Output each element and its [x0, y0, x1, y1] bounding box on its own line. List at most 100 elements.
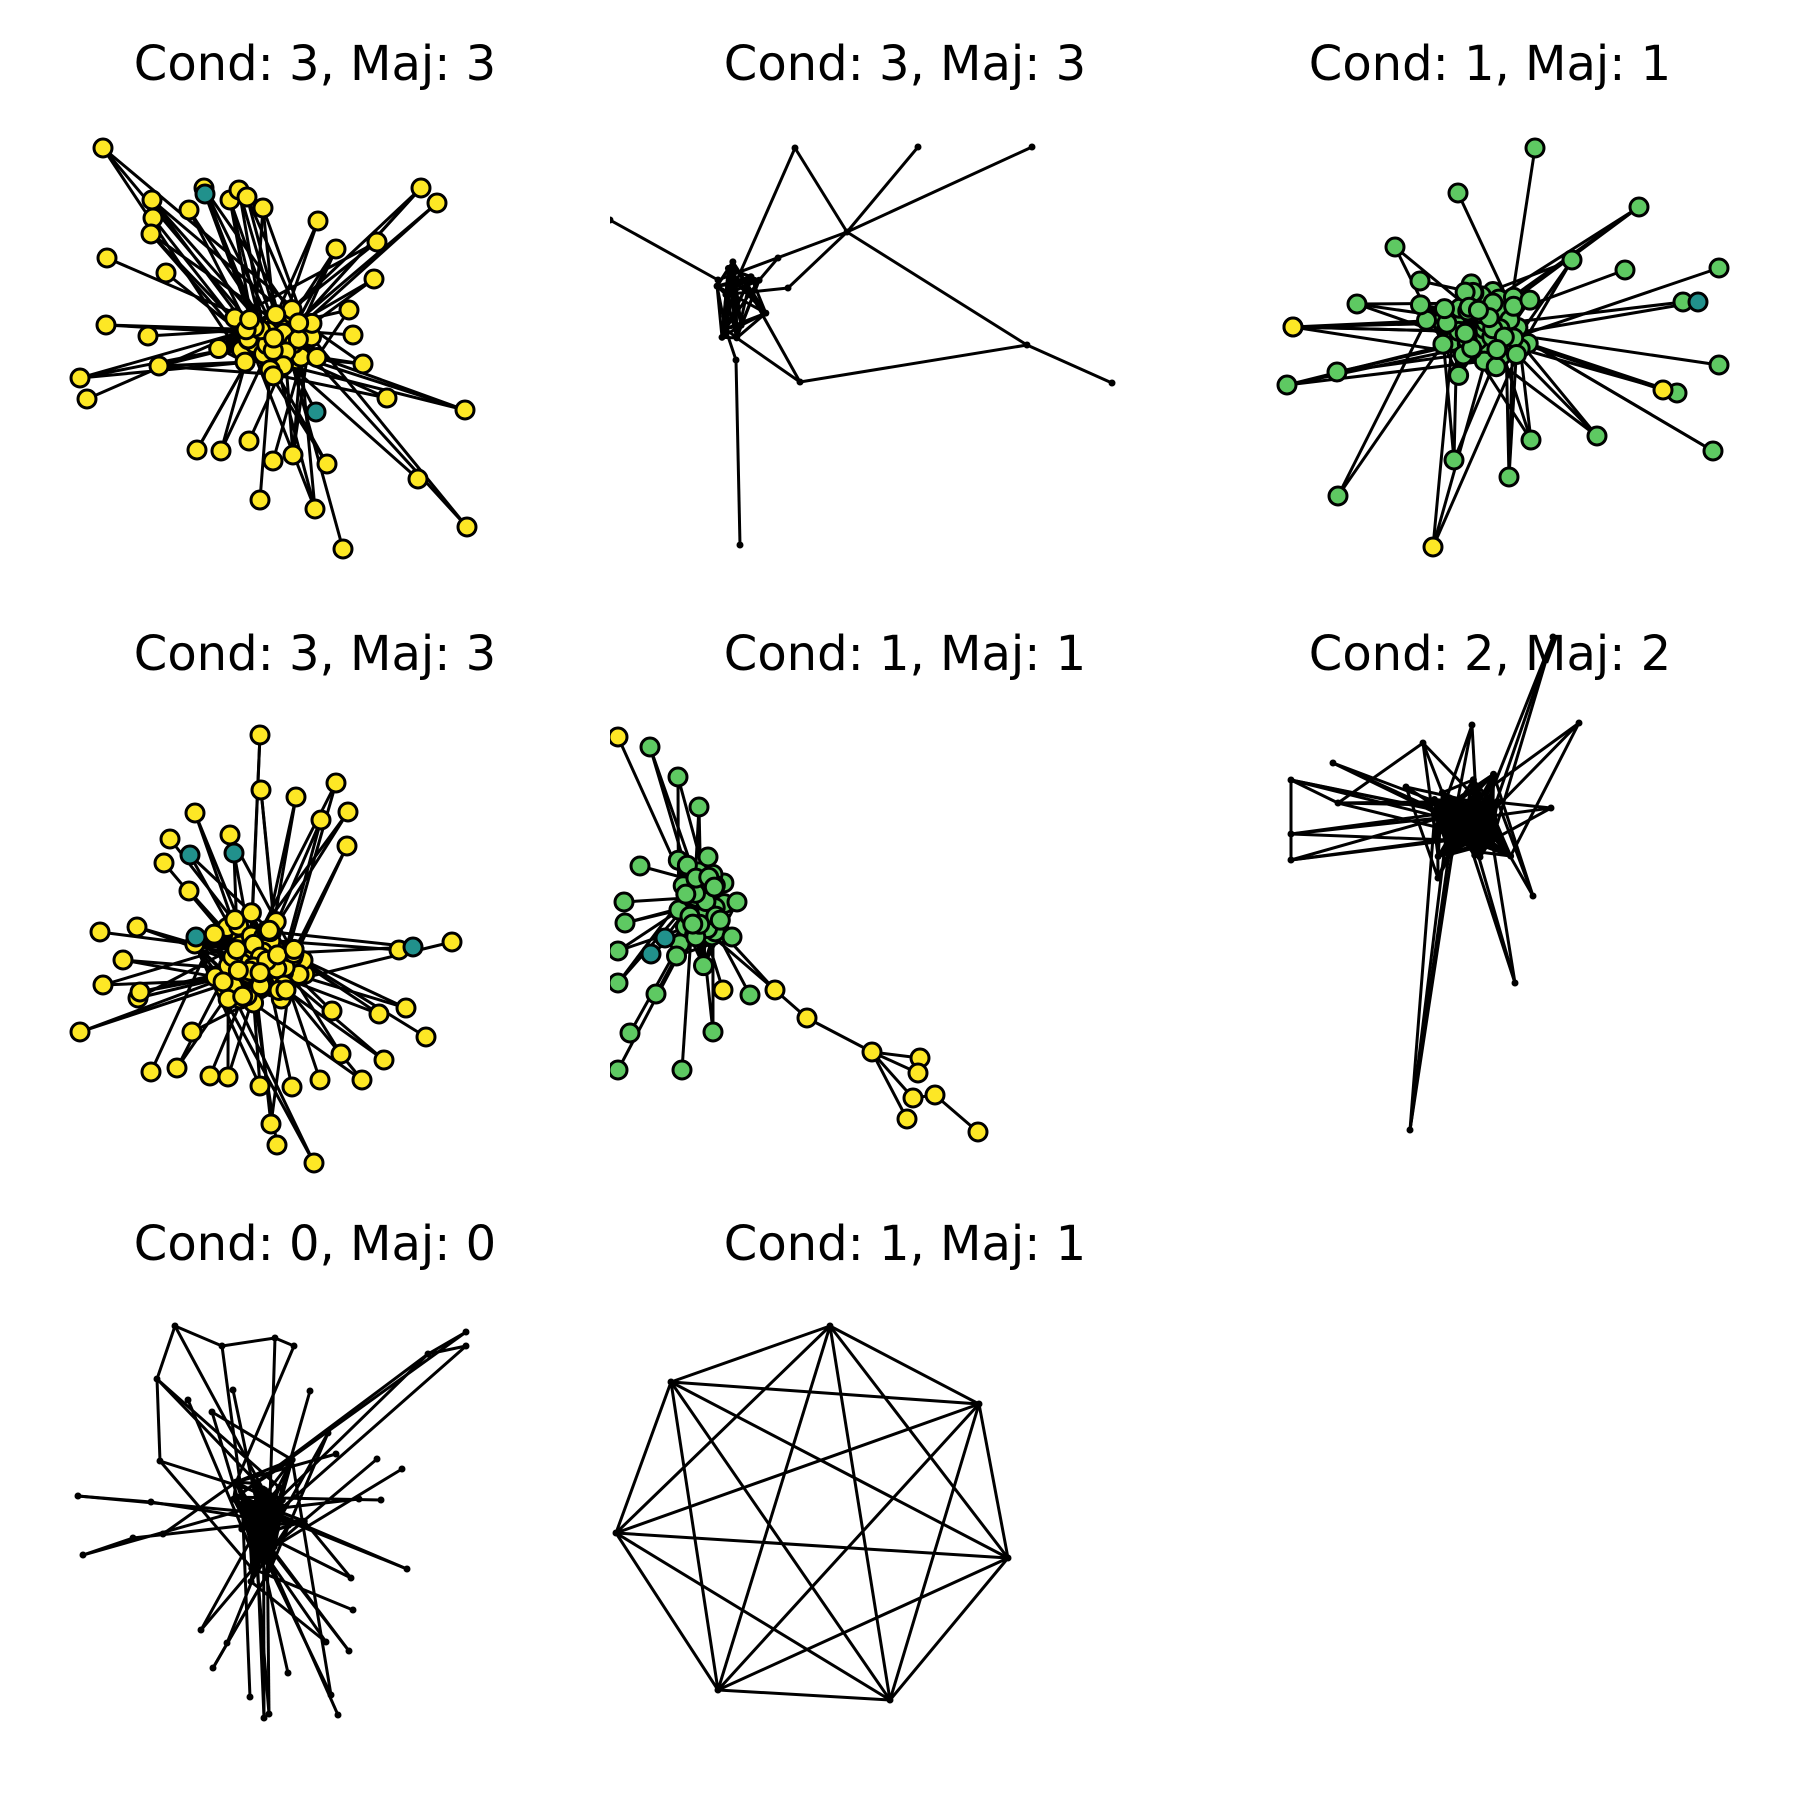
node [281, 1076, 303, 1098]
node [1028, 143, 1036, 151]
node [639, 736, 661, 758]
node [184, 802, 206, 824]
node [415, 1026, 437, 1048]
node [278, 1503, 286, 1511]
node [285, 786, 307, 808]
node [1434, 874, 1442, 882]
node [227, 959, 249, 981]
node [69, 367, 91, 389]
node [1433, 814, 1441, 822]
edge [1290, 832, 1470, 843]
panel-title: Cond: 3, Maj: 3 [133, 626, 497, 682]
panel-title: Cond: 1, Maj: 1 [723, 1216, 1087, 1272]
node [1432, 800, 1440, 808]
node [265, 304, 287, 326]
edge [158, 364, 273, 376]
edge [282, 819, 323, 956]
edge [1492, 773, 1535, 897]
edge [1292, 325, 1459, 333]
node [1287, 776, 1295, 784]
node [610, 940, 629, 962]
node [210, 440, 232, 462]
node [456, 516, 478, 538]
node [147, 1498, 155, 1506]
node [377, 1496, 385, 1504]
edge [717, 1556, 1009, 1692]
node [1484, 811, 1492, 819]
edge [174, 1324, 223, 1348]
edge [615, 1531, 891, 1702]
node [796, 1007, 818, 1029]
node [1485, 356, 1507, 378]
node [688, 796, 710, 818]
node [246, 1693, 254, 1701]
node [654, 927, 676, 949]
panel-title: Cond: 1, Maj: 1 [1308, 36, 1672, 92]
node [96, 247, 118, 269]
node [232, 1478, 240, 1486]
edge [1509, 722, 1581, 857]
edge [245, 196, 282, 322]
edge [273, 1467, 403, 1549]
node [1687, 291, 1709, 313]
edge [149, 933, 216, 1073]
node [612, 1529, 620, 1537]
node [733, 334, 741, 342]
node [714, 1686, 722, 1694]
node [1702, 440, 1724, 462]
edge [670, 1380, 1009, 1560]
edge [255, 1344, 467, 1532]
node [403, 1565, 411, 1573]
edge [1408, 818, 1450, 1131]
edge [202, 187, 274, 326]
edge [82, 1500, 272, 1557]
node [1409, 270, 1431, 292]
node [148, 355, 170, 377]
node [1479, 822, 1487, 830]
node [426, 192, 448, 214]
nodes [610, 726, 989, 1143]
node [265, 1710, 273, 1718]
node [1486, 339, 1508, 361]
node [186, 439, 208, 461]
node [352, 353, 374, 375]
node [284, 1669, 292, 1677]
edge [1435, 724, 1474, 827]
node [671, 1059, 693, 1081]
graph-panel-2: Cond: 3, Maj: 3 [610, 0, 1200, 590]
node [1586, 425, 1608, 447]
node [373, 1049, 395, 1071]
node [736, 541, 744, 549]
node [212, 971, 234, 993]
edge [669, 1381, 720, 1691]
node [185, 926, 207, 948]
node [253, 1516, 261, 1524]
edge [1506, 332, 1720, 367]
network-graph [74, 1322, 470, 1722]
node [238, 430, 260, 452]
edge [786, 230, 849, 290]
node [324, 1429, 332, 1437]
node [907, 1062, 929, 1084]
node [1446, 850, 1454, 858]
node [1433, 822, 1441, 830]
node [1334, 799, 1342, 807]
edges [77, 1324, 467, 1719]
node [249, 1545, 257, 1553]
node [310, 809, 332, 831]
edge [1470, 724, 1479, 806]
edge [283, 984, 364, 1081]
node [303, 1152, 325, 1174]
panel-title: Cond: 1, Maj: 1 [723, 626, 1087, 682]
node [249, 489, 271, 511]
node [1329, 759, 1337, 767]
node [159, 828, 181, 850]
node [1432, 333, 1454, 355]
node [290, 1342, 298, 1350]
node [238, 1525, 246, 1533]
edge [793, 147, 849, 233]
node [645, 983, 667, 1005]
edge [77, 1494, 152, 1504]
node [129, 981, 151, 1003]
node [726, 891, 748, 913]
